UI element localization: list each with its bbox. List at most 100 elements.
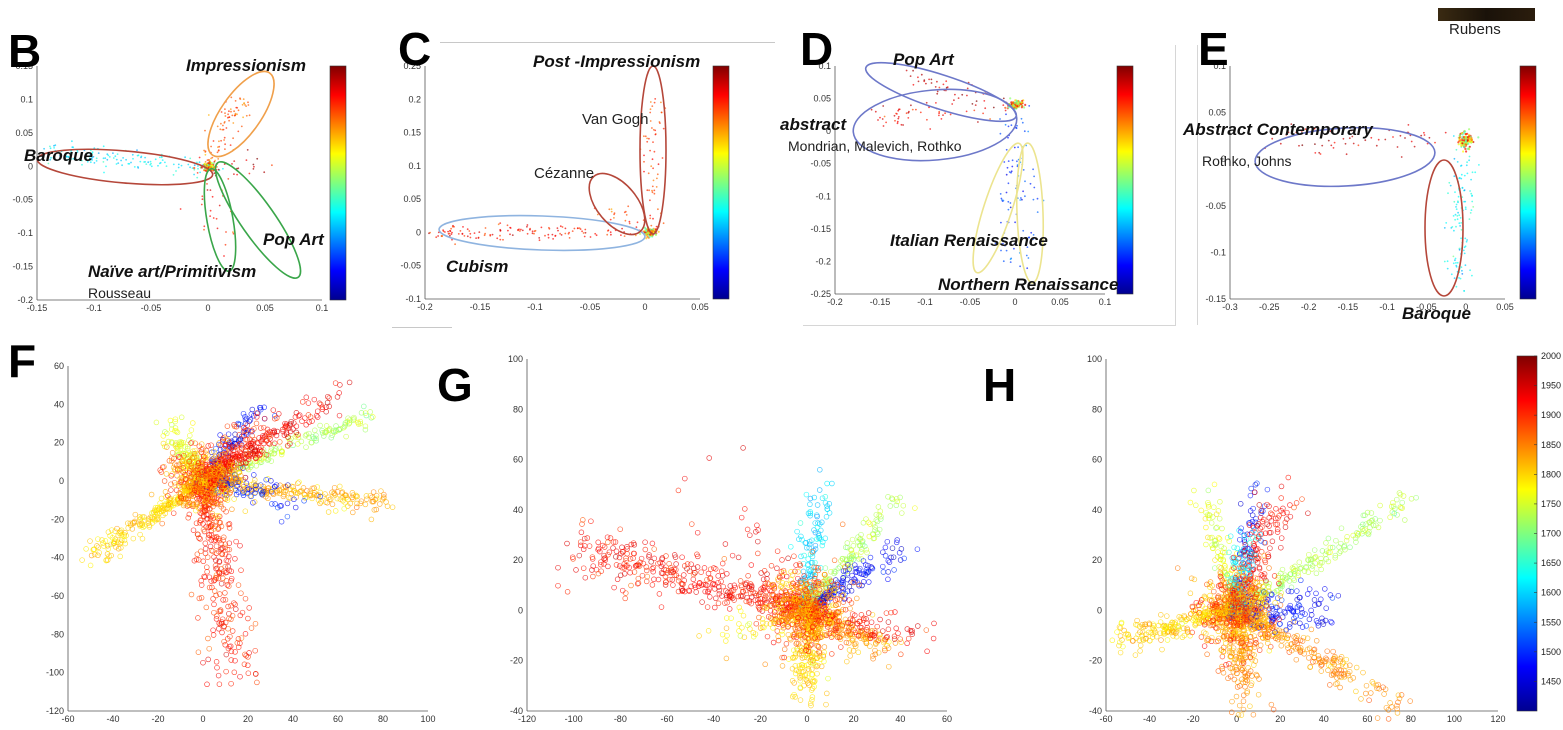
data-point [800,568,807,575]
data-point [649,214,652,217]
data-point [648,235,651,238]
data-point [747,532,753,538]
data-point [1452,255,1455,258]
data-point [870,108,873,111]
data-point [236,173,239,176]
data-point [1470,141,1473,144]
x-tick-label: 0.1 [316,303,329,313]
data-point [849,536,856,543]
data-point [237,109,240,112]
data-point [705,570,712,577]
data-point [645,237,648,240]
data-point [88,552,95,559]
data-point [803,491,810,498]
data-point [347,417,353,423]
data-point [1420,134,1423,137]
x-tick-label: 40 [1319,714,1329,724]
data-point [936,80,938,83]
data-point [1000,197,1003,200]
data-point [248,114,251,117]
data-point [639,232,642,235]
data-point [380,495,387,501]
data-point [613,562,620,568]
data-point [650,229,653,232]
data-point [1400,156,1403,158]
data-point [367,409,373,415]
data-point [475,237,477,240]
data-point [977,121,979,123]
data-point [213,575,220,581]
data-point [1455,203,1458,206]
data-point [1015,127,1018,130]
data-point [101,543,107,549]
data-point [204,151,207,153]
data-point [651,185,654,188]
data-point [1465,150,1468,153]
data-point [876,526,883,533]
data-point [930,78,933,81]
data-point [441,235,443,237]
x-tick-label: -60 [61,714,74,724]
data-point [1463,200,1465,203]
data-point [212,577,218,583]
data-point [648,559,654,565]
data-point [885,569,891,575]
data-point [215,672,222,679]
data-point [104,542,111,549]
data-point [564,232,567,235]
data-point [652,217,654,220]
data-point [567,232,570,235]
data-point [146,524,153,530]
data-point [159,156,161,159]
data-point [657,208,659,211]
data-point [650,165,653,168]
y-tick-label: 0 [826,126,831,136]
data-point [362,501,369,508]
data-point [544,234,546,237]
data-point [953,99,955,102]
data-point [653,101,656,104]
data-point [578,529,585,536]
data-point [1024,195,1026,198]
data-point [760,576,767,583]
data-point [900,502,907,509]
data-point [879,116,881,119]
y-tick-label: -40 [1089,706,1102,716]
data-point [226,610,232,617]
data-point [232,232,235,235]
data-point [910,104,912,107]
data-point [1464,147,1467,151]
data-point [624,210,627,213]
data-point [596,213,599,216]
data-point [526,225,528,228]
y-tick-label: 40 [513,505,523,515]
data-point [225,563,231,570]
data-point [624,219,627,222]
data-point [205,656,211,663]
data-point [239,98,242,100]
data-point [198,595,205,601]
data-point [145,520,152,526]
data-point [200,509,207,515]
data-point [1468,218,1471,221]
data-point [966,94,968,97]
x-tick-label: 0.05 [256,303,274,313]
data-point [1022,169,1025,171]
data-point [655,186,658,188]
data-point [270,407,277,413]
data-point [619,587,626,594]
data-point [332,380,339,386]
data-point [193,507,199,514]
data-point [547,236,550,239]
data-point [1295,131,1298,134]
data-point [200,659,206,666]
data-point [1033,186,1036,189]
data-point [381,491,387,498]
data-point [694,529,701,536]
data-point [649,233,652,236]
data-point [1007,125,1010,128]
data-point [1455,285,1458,288]
data-point [373,506,380,513]
data-point [1300,130,1303,132]
data-point [564,540,570,547]
